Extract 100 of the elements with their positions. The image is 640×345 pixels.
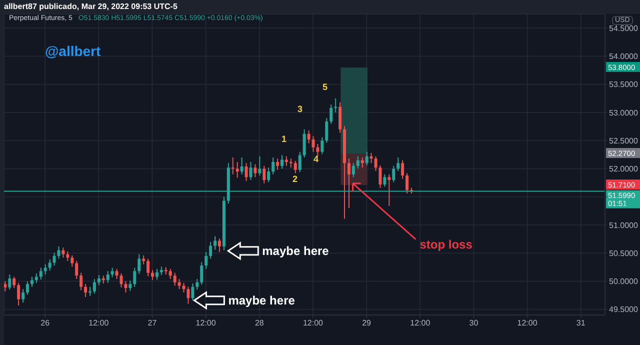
candlestick <box>298 151 302 173</box>
candlestick <box>356 156 360 170</box>
candlestick <box>316 143 320 157</box>
x-tick-label: 12:00 <box>410 318 431 328</box>
candlestick <box>66 250 70 262</box>
candlestick <box>30 276 34 288</box>
candlestick <box>52 252 56 266</box>
candlestick <box>320 136 324 155</box>
candlestick <box>267 167 270 183</box>
x-tick-label: 31 <box>576 318 586 328</box>
x-tick-label: 12:00 <box>302 318 324 328</box>
y-tick-label: 52.5000 <box>609 136 638 146</box>
y-tick-label: 54.5000 <box>609 24 638 33</box>
candlestick <box>39 267 42 280</box>
y-tick-label: 51.0000 <box>609 220 638 230</box>
candlestick <box>258 156 262 176</box>
candlestick <box>204 251 208 270</box>
candlestick <box>57 246 60 260</box>
candlestick <box>142 254 146 265</box>
candlestick <box>249 161 252 180</box>
candlestick <box>92 278 96 294</box>
text: allbert87 publicado, Mar 29, 2022 09:53 UTC-5 <box>4 2 178 11</box>
candlestick <box>388 174 391 206</box>
annotation: 2 <box>292 174 298 184</box>
y-tick-label: 54.0000 <box>609 52 638 62</box>
candlestick <box>218 238 221 252</box>
candlestick <box>17 282 20 306</box>
candlestick <box>22 288 25 304</box>
candlestick <box>374 156 378 172</box>
candlestick <box>155 268 158 280</box>
x-tick-label: 27 <box>148 318 158 328</box>
candlestick <box>284 156 288 166</box>
candlestick <box>97 274 100 286</box>
y-tick-label: 49.5000 <box>609 305 638 314</box>
candlestick <box>80 272 83 291</box>
candlestick <box>110 267 114 278</box>
y-tick-label: 53.5000 <box>609 80 638 90</box>
candlestick <box>44 264 47 275</box>
candlestick <box>106 270 110 284</box>
candlestick <box>280 154 284 170</box>
candlestick <box>396 156 400 172</box>
candlestick <box>406 172 409 194</box>
y-tick-label: 50.5000 <box>609 248 638 258</box>
candlestick <box>276 158 280 170</box>
candlestick <box>48 258 52 272</box>
candlestick <box>272 156 275 175</box>
candlestick <box>307 130 310 144</box>
candlestick <box>4 280 7 292</box>
x-tick-label: 12:00 <box>196 318 216 328</box>
candlestick <box>168 268 172 280</box>
x-tick-label: 26 <box>40 318 50 328</box>
annotation: 1 <box>281 134 287 144</box>
x-tick-label: 28 <box>254 318 264 328</box>
candlestick <box>115 268 118 280</box>
annotation: @allbert <box>45 43 101 59</box>
candlestick <box>133 267 136 288</box>
candlestick <box>312 136 315 152</box>
candlestick <box>70 254 74 268</box>
candlestick <box>34 272 38 284</box>
candlestick <box>75 260 78 280</box>
candlestick <box>186 286 190 304</box>
x-tick-label: 12:00 <box>88 318 110 328</box>
candlestick <box>196 278 199 290</box>
candlestick <box>262 165 266 184</box>
candlestick <box>214 236 217 250</box>
candlestick <box>302 128 306 158</box>
candlestick <box>173 272 176 286</box>
candlestick <box>352 162 355 178</box>
candlestick <box>128 280 132 292</box>
annotation: 5 <box>322 82 328 92</box>
candlestick <box>401 160 404 180</box>
candlestick <box>244 162 248 182</box>
candlestick <box>392 165 396 183</box>
annotation: maybe here <box>262 244 330 258</box>
candlestick <box>347 158 350 209</box>
candlestick <box>325 118 328 144</box>
candlestick <box>330 104 333 124</box>
candlestick <box>12 276 16 288</box>
candlestick <box>383 174 386 188</box>
candlestick <box>138 254 141 274</box>
candlestick <box>84 284 88 298</box>
y-tick-label: 53.0000 <box>609 108 638 118</box>
candlestick <box>254 164 257 178</box>
x-tick-label: 30 <box>469 318 479 328</box>
candlestick <box>191 282 194 301</box>
annotation: stop loss <box>420 237 473 252</box>
candlestick <box>182 282 186 293</box>
annotation: 4 <box>313 154 319 164</box>
x-tick-label: 12:00 <box>517 318 538 328</box>
candlestick <box>236 161 239 178</box>
y-tick-label: 50.0000 <box>609 277 638 286</box>
candlestick <box>200 262 204 286</box>
candlestick <box>378 164 382 188</box>
candlestick <box>365 151 368 166</box>
annotation: maybe here <box>228 293 296 308</box>
candlestick <box>294 160 297 174</box>
candlestick <box>209 241 212 260</box>
candlestick <box>146 258 150 277</box>
candlestick <box>124 280 128 293</box>
annotation: 3 <box>297 104 303 114</box>
